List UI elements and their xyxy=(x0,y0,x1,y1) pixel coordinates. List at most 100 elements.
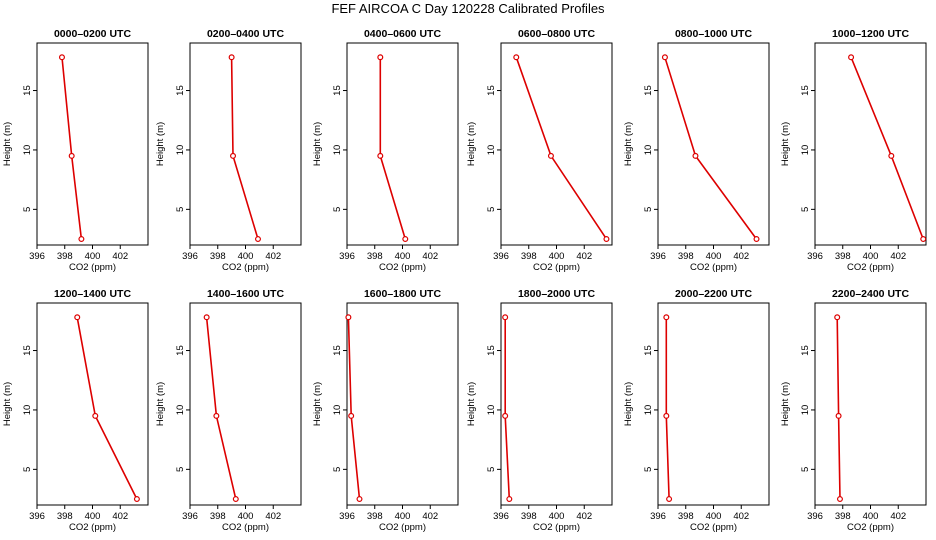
y-tick-label: 10 xyxy=(643,145,654,156)
panel-title: 2000–2200 UTC xyxy=(675,288,752,300)
plot-frame xyxy=(346,42,459,246)
profile-line xyxy=(61,57,83,240)
plot-frame xyxy=(814,302,927,506)
x-axis-label: CO2 (ppm) xyxy=(69,522,116,533)
profile-point xyxy=(663,314,670,321)
profile-point xyxy=(661,54,668,61)
y-tick-label: 15 xyxy=(332,345,343,356)
y-tick-label: 15 xyxy=(486,345,497,356)
x-axis-label: CO2 (ppm) xyxy=(690,262,737,273)
y-tick-label: 5 xyxy=(486,207,497,212)
y-axis-label: Height (m) xyxy=(312,122,323,166)
y-tick-label: 5 xyxy=(22,207,33,212)
x-tick-label: 400 xyxy=(85,251,101,262)
profile-point xyxy=(663,412,670,419)
x-tick-label: 402 xyxy=(576,251,592,262)
x-tick-label: 400 xyxy=(706,511,722,522)
profile-point xyxy=(603,236,610,243)
x-tick-label: 402 xyxy=(733,511,749,522)
x-tick-label: 398 xyxy=(678,511,694,522)
profile-point xyxy=(356,496,363,503)
profile-panel: 1800–2000 UTC 396 398 400 402 5 10 15 CO2 (ppm) H… xyxy=(466,288,613,533)
x-tick-label: 396 xyxy=(493,251,509,262)
x-tick-label: 400 xyxy=(863,251,879,262)
profile-point xyxy=(377,152,384,159)
panel-grid: 0000–0200 UTC 396 398 400 402 5 10 15 CO2 (ppm) H… xyxy=(2,28,927,533)
profile-point xyxy=(58,54,65,61)
x-tick-label: 398 xyxy=(210,251,226,262)
profile-line xyxy=(230,57,259,240)
x-tick-label: 398 xyxy=(57,251,73,262)
y-tick-label: 15 xyxy=(643,345,654,356)
panel-title: 0400–0600 UTC xyxy=(364,28,441,40)
profile-line xyxy=(379,57,407,240)
profile-point xyxy=(835,412,842,419)
plot-frame xyxy=(189,302,302,506)
profile-line xyxy=(836,317,841,500)
x-tick-label: 402 xyxy=(890,251,906,262)
panel-title: 2200–2400 UTC xyxy=(832,288,909,300)
x-tick-label: 400 xyxy=(238,251,254,262)
profile-point xyxy=(133,496,140,503)
x-tick-label: 396 xyxy=(339,511,355,522)
x-axis-label: CO2 (ppm) xyxy=(690,522,737,533)
figure-title: FEF AIRCOA C Day 120228 Calibrated Profi… xyxy=(331,1,605,16)
profile-panel: 1400–1600 UTC 396 398 400 402 5 10 15 CO2 (ppm) H… xyxy=(155,288,302,533)
y-tick-label: 10 xyxy=(332,405,343,416)
profile-point xyxy=(74,314,81,321)
y-tick-label: 10 xyxy=(643,405,654,416)
y-tick-label: 15 xyxy=(800,345,811,356)
profile-point xyxy=(547,152,554,159)
profile-panel: 0600–0800 UTC 396 398 400 402 5 10 15 CO2 (ppm) H… xyxy=(466,28,613,273)
profile-point xyxy=(345,314,352,321)
y-tick-label: 5 xyxy=(643,467,654,472)
panel-title: 1600–1800 UTC xyxy=(364,288,441,300)
x-axis-label: CO2 (ppm) xyxy=(847,522,894,533)
x-axis-label: CO2 (ppm) xyxy=(379,522,426,533)
y-tick-label: 5 xyxy=(800,467,811,472)
plot-frame xyxy=(657,302,770,506)
profile-panel: 0800–1000 UTC 396 398 400 402 5 10 15 CO2 (ppm) H… xyxy=(623,28,770,273)
y-tick-label: 10 xyxy=(22,145,33,156)
profile-point xyxy=(920,236,927,243)
profile-panel: 0400–0600 UTC 396 398 400 402 5 10 15 CO2 (ppm) H… xyxy=(312,28,459,273)
profile-point xyxy=(78,236,85,243)
y-axis-label: Height (m) xyxy=(312,382,323,426)
panel-title: 1400–1600 UTC xyxy=(207,288,284,300)
x-axis-label: CO2 (ppm) xyxy=(379,262,426,273)
panel-title: 1000–1200 UTC xyxy=(832,28,909,40)
x-tick-label: 398 xyxy=(835,251,851,262)
x-tick-label: 402 xyxy=(422,511,438,522)
x-tick-label: 398 xyxy=(367,251,383,262)
x-tick-label: 396 xyxy=(493,511,509,522)
x-tick-label: 400 xyxy=(706,251,722,262)
panel-title: 0800–1000 UTC xyxy=(675,28,752,40)
profile-point xyxy=(254,236,261,243)
x-tick-label: 400 xyxy=(238,511,254,522)
profile-panel: 0200–0400 UTC 396 398 400 402 5 10 15 CO2 (ppm) H… xyxy=(155,28,302,273)
y-tick-label: 5 xyxy=(486,467,497,472)
profile-line xyxy=(76,317,138,500)
profile-point xyxy=(402,236,409,243)
profile-line xyxy=(850,56,924,240)
y-tick-label: 5 xyxy=(800,207,811,212)
profile-panel: 1600–1800 UTC 396 398 400 402 5 10 15 CO2 (ppm) H… xyxy=(312,288,459,533)
profile-line xyxy=(504,317,511,500)
x-tick-label: 398 xyxy=(521,251,537,262)
profile-line xyxy=(205,317,237,500)
profile-point xyxy=(753,236,760,243)
plot-frame xyxy=(500,42,613,246)
plot-frame xyxy=(346,302,459,506)
profile-line xyxy=(665,317,670,500)
profile-point xyxy=(502,314,509,321)
x-tick-label: 402 xyxy=(890,511,906,522)
panel-title: 0200–0400 UTC xyxy=(207,28,284,40)
profile-line xyxy=(515,57,608,240)
x-tick-label: 398 xyxy=(57,511,73,522)
x-tick-label: 398 xyxy=(521,511,537,522)
x-tick-label: 402 xyxy=(265,251,281,262)
plot-frame xyxy=(657,42,770,246)
y-tick-label: 15 xyxy=(175,85,186,96)
y-axis-label: Height (m) xyxy=(155,382,166,426)
y-tick-label: 10 xyxy=(800,405,811,416)
